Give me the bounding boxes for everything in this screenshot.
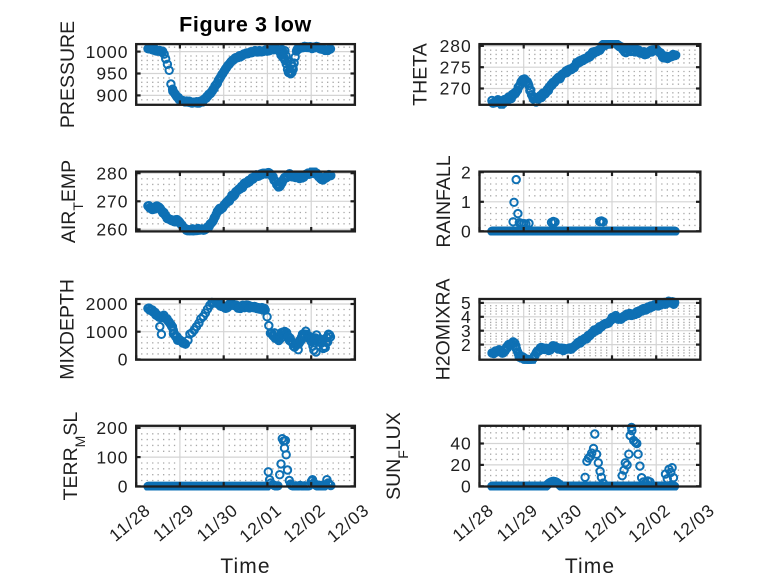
svg-text:1000: 1000 xyxy=(86,322,129,342)
svg-text:Time: Time xyxy=(565,555,615,578)
svg-text:20: 20 xyxy=(450,455,471,475)
svg-text:280: 280 xyxy=(440,36,472,56)
svg-text:1000: 1000 xyxy=(86,42,129,62)
svg-text:280: 280 xyxy=(96,163,128,183)
svg-text:2: 2 xyxy=(461,335,472,355)
svg-text:100: 100 xyxy=(96,447,128,467)
svg-text:TERRM​SL: TERRM​SL xyxy=(60,412,88,501)
svg-text:1: 1 xyxy=(461,192,472,212)
svg-text:THETA: THETA xyxy=(410,43,432,105)
svg-text:MIXDEPTH: MIXDEPTH xyxy=(57,279,79,380)
svg-text:0: 0 xyxy=(118,477,129,497)
svg-text:AIRT​EMP: AIRT​EMP xyxy=(58,160,86,243)
svg-text:3: 3 xyxy=(461,321,472,341)
svg-text:2000: 2000 xyxy=(86,294,129,314)
svg-text:Figure 3 low: Figure 3 low xyxy=(179,12,312,36)
svg-text:PRESSURE: PRESSURE xyxy=(57,21,79,128)
svg-text:0: 0 xyxy=(461,477,472,497)
svg-text:260: 260 xyxy=(96,220,128,240)
svg-text:Time: Time xyxy=(220,555,270,578)
svg-text:SUNF​LUX: SUNF​LUX xyxy=(383,412,411,500)
svg-text:40: 40 xyxy=(450,434,471,454)
svg-text:275: 275 xyxy=(440,57,472,77)
svg-text:270: 270 xyxy=(440,79,472,99)
svg-text:200: 200 xyxy=(96,418,128,438)
svg-text:0: 0 xyxy=(461,222,472,242)
svg-text:270: 270 xyxy=(96,192,128,212)
svg-text:4: 4 xyxy=(461,307,472,327)
svg-text:900: 900 xyxy=(96,86,128,106)
svg-text:2: 2 xyxy=(461,162,472,182)
svg-text:H2OMIXRA: H2OMIXRA xyxy=(433,278,455,380)
svg-text:950: 950 xyxy=(96,64,128,84)
svg-text:RAINFALL: RAINFALL xyxy=(433,155,455,247)
svg-text:0: 0 xyxy=(118,350,129,370)
svg-text:5: 5 xyxy=(461,293,472,313)
